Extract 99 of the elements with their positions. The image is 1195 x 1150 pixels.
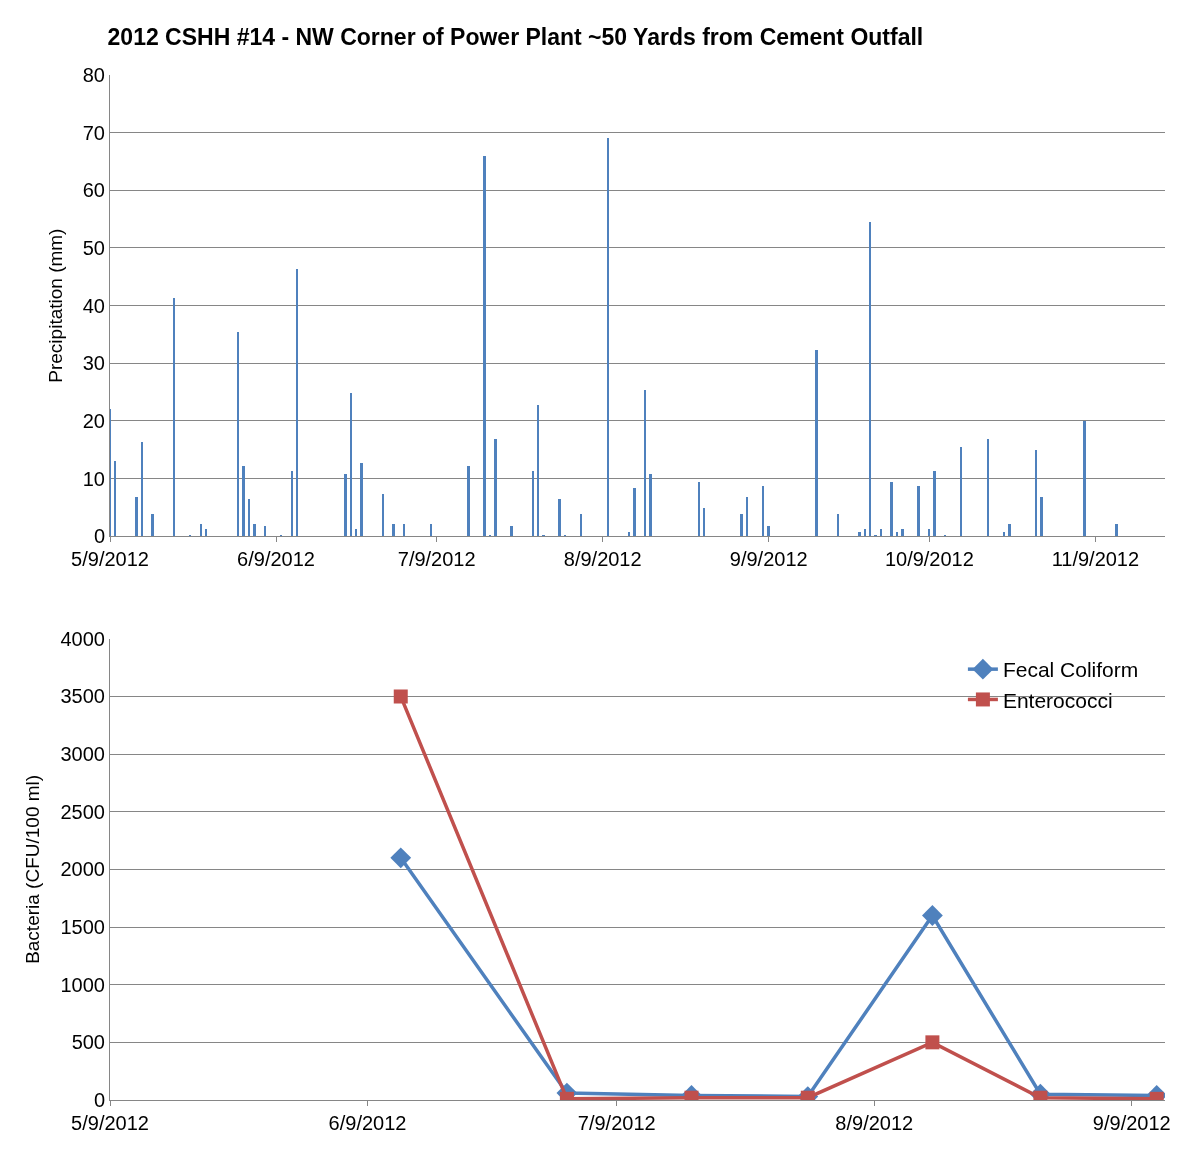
y-tick-label: 1500 bbox=[60, 916, 105, 939]
bar bbox=[633, 488, 636, 536]
bar bbox=[114, 461, 116, 536]
bar bbox=[430, 524, 432, 536]
bar bbox=[880, 529, 882, 536]
legend-label: Fecal Coliform bbox=[1002, 658, 1139, 682]
point bbox=[390, 847, 412, 869]
bar bbox=[987, 439, 989, 536]
bar bbox=[558, 499, 561, 536]
x-tick-label: 5/9/2012 bbox=[71, 548, 149, 571]
bar bbox=[237, 332, 239, 536]
bar bbox=[960, 447, 962, 536]
bar bbox=[1040, 497, 1043, 536]
bar bbox=[253, 524, 256, 536]
bar bbox=[928, 529, 930, 536]
bar bbox=[350, 393, 352, 536]
bar bbox=[344, 474, 347, 536]
y-axis-title: Precipitation (mm) bbox=[44, 228, 66, 383]
bar bbox=[649, 474, 652, 536]
x-tick-label: 9/9/2012 bbox=[729, 548, 808, 571]
bar bbox=[403, 524, 405, 536]
y-tick-label: 0 bbox=[93, 1089, 105, 1111]
y-tick-label: 10 bbox=[82, 467, 105, 490]
x-tick-label: 11/9/2012 bbox=[1051, 548, 1140, 571]
bar bbox=[1003, 532, 1005, 536]
bar bbox=[917, 486, 920, 536]
y-tick-label: 4000 bbox=[60, 627, 105, 650]
y-tick-label: 70 bbox=[82, 121, 105, 144]
y-tick-label: 0 bbox=[93, 525, 105, 548]
y-tick-label: 2500 bbox=[60, 800, 105, 823]
bar bbox=[151, 514, 154, 536]
y-tick-label: 500 bbox=[71, 1031, 105, 1054]
bar bbox=[360, 463, 363, 536]
bar bbox=[698, 482, 700, 536]
y-tick-label: 2000 bbox=[60, 858, 105, 881]
y-tick-label: 30 bbox=[82, 352, 105, 375]
bar bbox=[392, 524, 395, 536]
bar bbox=[141, 442, 143, 536]
y-tick-label: 60 bbox=[82, 179, 105, 202]
bar bbox=[494, 439, 497, 536]
bar bbox=[815, 350, 818, 536]
y-tick-label: 20 bbox=[82, 409, 105, 432]
x-tick-label: 9/9/2012 bbox=[1092, 1112, 1171, 1134]
y-tick-label: 3500 bbox=[60, 685, 105, 708]
x-tick-label: 8/9/2012 bbox=[563, 548, 642, 571]
bar bbox=[382, 494, 384, 536]
bar bbox=[933, 471, 936, 536]
bar bbox=[467, 466, 470, 536]
bar bbox=[483, 156, 486, 536]
bar bbox=[537, 405, 539, 536]
y-tick-label: 40 bbox=[82, 294, 105, 317]
bar bbox=[837, 514, 839, 536]
bar bbox=[644, 390, 646, 536]
y-axis-title: Bacteria (CFU/100 ml) bbox=[22, 774, 44, 964]
bar bbox=[607, 138, 609, 536]
bar bbox=[248, 499, 250, 536]
bar bbox=[291, 471, 293, 536]
bar bbox=[901, 529, 904, 536]
bar bbox=[1035, 450, 1037, 536]
bar bbox=[296, 269, 298, 536]
bar bbox=[532, 471, 534, 536]
point bbox=[922, 905, 943, 926]
x-tick-label: 6/9/2012 bbox=[237, 548, 315, 571]
bar bbox=[1008, 524, 1011, 536]
bar bbox=[135, 497, 138, 536]
bar bbox=[890, 482, 893, 536]
bar bbox=[1083, 421, 1086, 536]
chart-title: 2012 CSHH #14 - NW Corner of Power Plant ~50 Yards from Cement Outfall bbox=[107, 23, 924, 50]
bar bbox=[173, 298, 175, 536]
bar bbox=[746, 497, 748, 536]
bar bbox=[864, 529, 866, 536]
x-tick-label: 5/9/2012 bbox=[71, 1112, 149, 1134]
bar bbox=[264, 526, 266, 536]
point bbox=[393, 689, 408, 704]
bar bbox=[200, 524, 202, 536]
bar bbox=[580, 514, 582, 536]
y-tick-label: 3000 bbox=[60, 743, 105, 766]
x-tick-label: 8/9/2012 bbox=[835, 1112, 914, 1134]
x-tick-label: 7/9/2012 bbox=[577, 1112, 656, 1134]
x-tick-label: 7/9/2012 bbox=[397, 548, 476, 571]
bar bbox=[896, 532, 898, 536]
bar bbox=[858, 532, 861, 536]
x-tick-label: 10/9/2012 bbox=[884, 548, 974, 571]
y-tick-label: 80 bbox=[82, 64, 105, 86]
bar bbox=[767, 526, 770, 536]
bar bbox=[1115, 524, 1118, 536]
bar bbox=[510, 526, 513, 536]
bar bbox=[740, 514, 743, 536]
legend-label: Enterococci bbox=[1002, 688, 1113, 712]
y-tick-label: 50 bbox=[82, 236, 105, 259]
bar bbox=[762, 486, 764, 536]
bar bbox=[355, 529, 357, 536]
bar bbox=[242, 466, 245, 536]
y-tick-label: 1000 bbox=[60, 973, 105, 996]
bar bbox=[703, 508, 705, 536]
bar bbox=[869, 222, 871, 536]
bar bbox=[205, 529, 207, 536]
bar bbox=[628, 532, 630, 536]
x-tick-label: 6/9/2012 bbox=[328, 1112, 407, 1134]
